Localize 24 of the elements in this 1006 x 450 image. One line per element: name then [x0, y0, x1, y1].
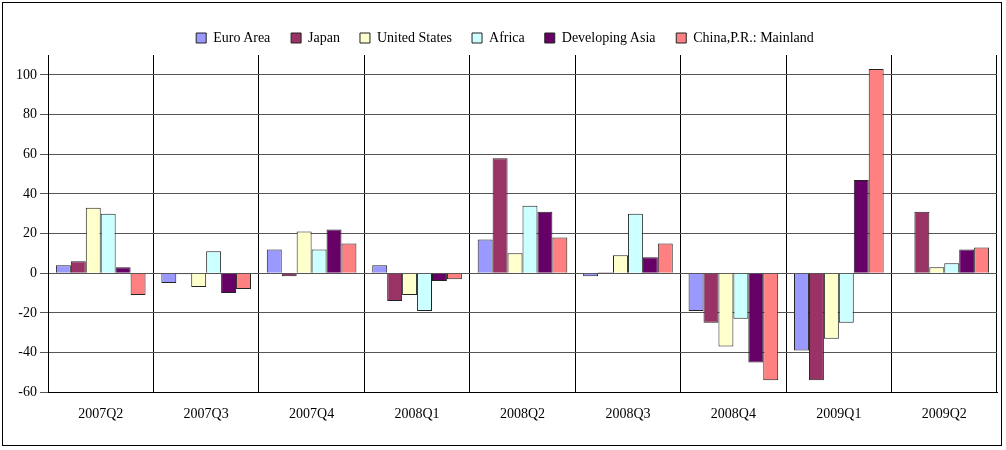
x-tick-label: 2008Q4 — [710, 406, 756, 422]
legend-label: Japan — [308, 29, 340, 45]
x-tick-label: 2007Q3 — [183, 406, 229, 422]
legend-label: Euro Area — [213, 29, 272, 45]
y-tick-label: 60 — [23, 145, 37, 161]
y-tick-label: -40 — [18, 344, 37, 360]
y-tick-label: 40 — [23, 185, 37, 201]
x-tick-label: 2007Q4 — [289, 406, 335, 422]
legend-label: Africa — [489, 29, 526, 45]
legend-label: Developing Asia — [561, 29, 657, 45]
x-tick-label: 2008Q2 — [499, 406, 546, 422]
y-tick-label: -60 — [18, 383, 37, 399]
x-tick-label: 2008Q3 — [605, 406, 651, 422]
y-tick-label: -20 — [18, 304, 37, 320]
y-tick-label: 100 — [16, 66, 37, 82]
x-tick-label: 2008Q1 — [394, 406, 440, 422]
legend-label: United States — [376, 29, 453, 45]
x-tick-label: 2009Q2 — [921, 406, 967, 422]
y-tick-label: 80 — [23, 106, 37, 122]
legend-label: China,P.R.: Mainland — [693, 29, 814, 45]
x-tick-label: 2009Q1 — [816, 406, 862, 422]
y-tick-label: 0 — [30, 264, 37, 280]
y-tick-label: 20 — [23, 225, 37, 241]
x-tick-label: 2007Q2 — [78, 406, 124, 422]
